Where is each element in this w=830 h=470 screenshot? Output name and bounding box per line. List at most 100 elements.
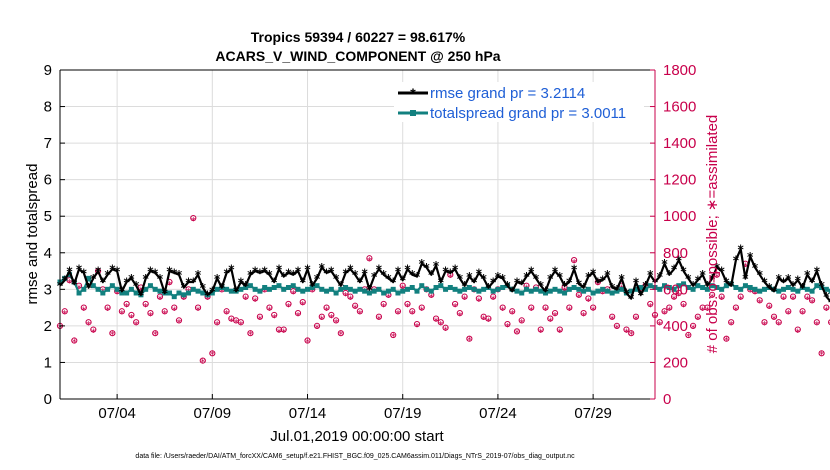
- obs-assimilated-point: *: [491, 294, 496, 305]
- totalspread-point: [538, 288, 544, 294]
- legend-rmse-marker: *: [410, 85, 416, 101]
- obs-assimilated-point: *: [510, 309, 515, 320]
- obs-possible-point: [556, 326, 563, 333]
- obs-possible-point: [285, 300, 292, 308]
- obs-assimilated-point: *: [729, 320, 734, 331]
- totalspread-point: [595, 288, 601, 294]
- obs-possible-point: [252, 295, 259, 302]
- obs-assimilated-point: *: [819, 350, 824, 361]
- totalspread-point: [238, 286, 244, 292]
- y-left-tick-label: 7: [44, 135, 52, 152]
- obs-assimilated-point: *: [576, 293, 581, 304]
- totalspread-point: [105, 286, 111, 292]
- obs-assimilated-point: *: [624, 327, 629, 338]
- totalspread-point: [823, 286, 829, 292]
- obs-assimilated-point: *: [257, 315, 262, 326]
- obs-assimilated-point: *: [67, 278, 72, 289]
- obs-assimilated-point: *: [505, 322, 510, 333]
- rmse-point: *: [742, 272, 749, 286]
- obs-possible-point: [728, 319, 735, 326]
- rmse-point: *: [766, 281, 773, 295]
- totalspread-point: [690, 286, 696, 292]
- totalspread-point: [128, 286, 134, 292]
- plot-area: [60, 70, 655, 399]
- obs-assimilated-point: *: [767, 304, 772, 315]
- rmse-point: *: [62, 274, 69, 288]
- totalspread-point: [747, 285, 753, 291]
- obs-possible-point: [475, 295, 482, 302]
- y-left-tick-label: 3: [44, 281, 52, 298]
- obs-possible-point: [366, 255, 373, 262]
- rmse-point: *: [638, 288, 645, 302]
- obs-possible-point: [332, 317, 340, 324]
- rmse-point: *: [633, 276, 640, 290]
- obs-assimilated-point: *: [748, 287, 753, 298]
- obs-assimilated-point: *: [386, 293, 391, 304]
- obs-possible-point: [318, 313, 325, 320]
- totalspread-point: [700, 285, 706, 291]
- obs-assimilated-point: *: [219, 287, 224, 298]
- obs-possible-point: [266, 304, 273, 311]
- totalspread-point: [109, 283, 115, 289]
- totalspread-point: [566, 286, 572, 292]
- totalspread-point: [76, 290, 82, 296]
- obs-assimilated-point: *: [405, 302, 410, 313]
- obs-possible-point: [375, 313, 383, 320]
- y-right-tick-label: 800: [663, 245, 688, 262]
- totalspread-point: [314, 283, 320, 289]
- rmse-point: *: [471, 276, 478, 290]
- totalspread-point: [814, 283, 820, 289]
- rmse-point: *: [614, 283, 621, 297]
- obs-possible-point: [680, 300, 687, 308]
- rmse-point: *: [333, 272, 340, 286]
- obs-assimilated-point: *: [810, 298, 815, 309]
- obs-possible-point: [175, 317, 183, 324]
- obs-possible-point: [237, 319, 244, 326]
- totalspread-point: [676, 283, 682, 289]
- obs-assimilated-point: *: [319, 315, 324, 326]
- totalspread-point: [519, 290, 525, 296]
- totalspread-point: [761, 286, 767, 292]
- totalspread-point: [428, 288, 434, 294]
- rmse-point: *: [695, 274, 702, 288]
- obs-possible-point: [528, 304, 535, 311]
- legend: * rmse grand pr = 3.2114 totalspread gra…: [394, 82, 644, 122]
- totalspread-point: [409, 285, 415, 291]
- obs-assimilated-point: *: [419, 305, 424, 316]
- obs-assimilated-point: *: [86, 320, 91, 331]
- y-left-tick-label: 1: [44, 354, 52, 371]
- obs-assimilated-point: *: [805, 294, 810, 305]
- obs-possible-point: [499, 304, 506, 311]
- obs-assimilated-point: *: [633, 315, 638, 326]
- rmse-point: *: [657, 270, 664, 284]
- obs-possible-point: [689, 322, 697, 329]
- obs-assimilated-point: *: [81, 305, 86, 316]
- y-left-tick-label: 8: [44, 99, 52, 116]
- obs-assimilated-point: *: [324, 305, 329, 316]
- obs-possible-point: [675, 289, 682, 297]
- totalspread-point: [685, 285, 691, 291]
- chart-subtitle: ACARS_V_WIND_COMPONENT @ 250 hPa: [215, 48, 500, 64]
- rmse-point: *: [414, 270, 421, 284]
- obs-possible-point: [694, 313, 701, 320]
- obs-assimilated-point: *: [296, 311, 301, 322]
- rmse-point: *: [233, 285, 240, 299]
- x-axis-label: Jul.01,2019 00:00:00 start: [270, 428, 444, 445]
- y-right-tick-label: 200: [663, 354, 688, 371]
- obs-assimilated-point: *: [695, 315, 700, 326]
- obs-possible-point: [761, 319, 768, 326]
- totalspread-point: [133, 290, 139, 296]
- obs-possible-point: [432, 315, 440, 322]
- rmse-point: *: [257, 266, 264, 280]
- totalspread-point: [695, 283, 701, 289]
- rmse-point: *: [428, 268, 435, 282]
- obs-assimilated-point: *: [62, 309, 67, 320]
- obs-possible-point: [294, 309, 302, 317]
- obs-assimilated-point: *: [200, 358, 205, 369]
- rmse-point: *: [480, 272, 487, 286]
- rmse-point: *: [128, 272, 135, 286]
- totalspread-point: [366, 290, 372, 296]
- rmse-point: *: [804, 268, 811, 282]
- obs-assimilated-point: *: [129, 313, 134, 324]
